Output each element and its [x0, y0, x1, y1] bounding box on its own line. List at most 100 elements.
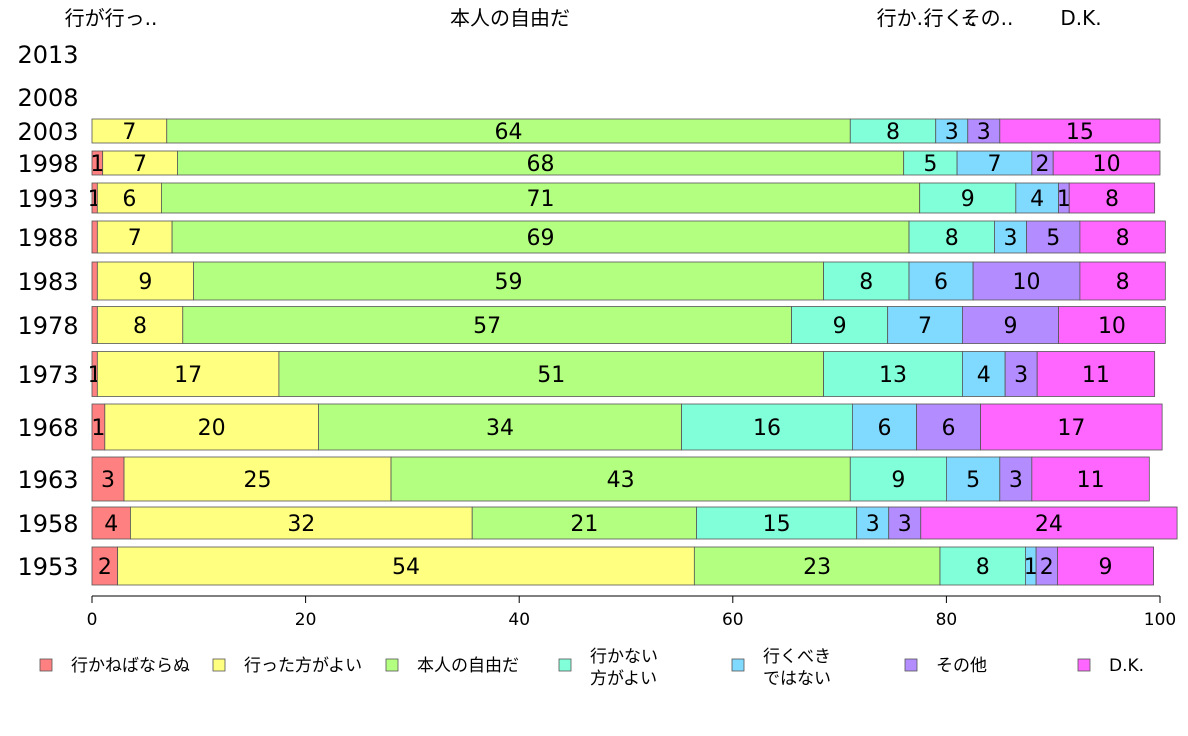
bar-segment — [823, 261, 910, 301]
legend-swatch — [1077, 658, 1091, 672]
bar-segment — [994, 220, 1027, 254]
bar-segment — [693, 546, 941, 586]
bar-segment — [696, 506, 858, 540]
bar-segment — [908, 261, 974, 301]
bar-value-label: 5 — [1046, 226, 1060, 251]
bar-value-label: 10 — [1013, 270, 1041, 295]
bar-value-label: 3 — [866, 512, 880, 537]
y-tick-label: 1958 — [17, 510, 78, 538]
bar-segment — [102, 150, 178, 176]
x-tick-label: 40 — [508, 610, 530, 630]
bar-value-label: 71 — [527, 187, 555, 212]
bar-segment — [962, 351, 1006, 397]
legend-label: ではない — [763, 669, 831, 689]
legend-label: 行かない — [590, 647, 658, 667]
bar-value-label: 57 — [473, 314, 501, 339]
bar-value-label: 8 — [1105, 187, 1119, 212]
bar-value-label: 16 — [753, 416, 781, 441]
bar-segment — [1031, 456, 1150, 502]
bar-value-label: 8 — [133, 314, 147, 339]
legend-swatch — [212, 658, 226, 672]
bar-segment — [849, 118, 937, 144]
bar-segment — [908, 220, 995, 254]
legend-label: 行った方がよい — [244, 656, 362, 676]
bar-value-label: 8 — [976, 555, 990, 580]
bar-segment — [171, 220, 910, 254]
bar-value-label: 11 — [1082, 363, 1110, 388]
bar-value-label: 2 — [1036, 152, 1050, 177]
header-label: 行が行っ.. — [65, 6, 158, 30]
bar-value-label: 9 — [961, 187, 975, 212]
bar-value-label: 6 — [122, 187, 136, 212]
bar-value-label: 7 — [128, 226, 142, 251]
legend-swatch — [904, 658, 918, 672]
bar-value-label: 3 — [1009, 468, 1023, 493]
bar-segment — [1079, 220, 1166, 254]
bar-segment — [856, 506, 890, 540]
bar-value-label: 6 — [934, 270, 948, 295]
bar-value-label: 3 — [1003, 226, 1017, 251]
x-tick-label: 80 — [936, 610, 958, 630]
y-tick-label: 1983 — [17, 268, 78, 296]
bar-value-label: 1 — [90, 152, 104, 177]
bar-segment — [278, 351, 824, 397]
bar-segment — [117, 546, 695, 586]
legend-swatch — [385, 658, 399, 672]
bar-value-label: 9 — [1099, 555, 1113, 580]
bar-segment — [920, 506, 1178, 540]
bar-value-label: 9 — [833, 314, 847, 339]
bar-value-label: 7 — [122, 120, 136, 145]
bar-segment — [1079, 261, 1166, 301]
legend-label: 本人の自由だ — [417, 656, 519, 676]
bar-value-label: 5 — [923, 152, 937, 177]
bar-value-label: 51 — [537, 363, 565, 388]
bar-segment — [123, 456, 392, 502]
bar-segment — [999, 118, 1161, 144]
bar-segment — [96, 351, 280, 397]
bar-segment — [681, 403, 853, 451]
bar-value-label: 8 — [886, 120, 900, 145]
bar-segment — [91, 220, 98, 254]
bar-segment — [390, 456, 851, 502]
bar-value-label: 43 — [607, 468, 635, 493]
bar-value-label: 4 — [1030, 187, 1044, 212]
x-tick-label: 100 — [1144, 610, 1176, 630]
bar-value-label: 11 — [1077, 468, 1105, 493]
bar-value-label: 5 — [966, 468, 980, 493]
y-tick-label: 2008 — [17, 84, 78, 112]
bar-value-label: 6 — [877, 416, 891, 441]
y-tick-label: 1993 — [17, 185, 78, 213]
bar-value-label: 3 — [898, 512, 912, 537]
bar-segment — [888, 506, 922, 540]
bar-value-label: 23 — [803, 555, 831, 580]
bar-value-label: 2 — [98, 555, 112, 580]
legend-swatch — [731, 658, 745, 672]
bar-value-label: 10 — [1098, 314, 1126, 339]
bar-segment — [972, 261, 1081, 301]
y-tick-label: 1963 — [17, 466, 78, 494]
bar-value-label: 1 — [1024, 555, 1038, 580]
bar-segment — [91, 306, 98, 344]
y-tick-label: 1953 — [17, 553, 78, 581]
bar-value-label: 4 — [104, 512, 118, 537]
bar-segment — [182, 306, 792, 344]
x-tick-label: 60 — [722, 610, 744, 630]
legend-label: 方がよい — [590, 669, 657, 689]
bar-value-label: 3 — [945, 120, 959, 145]
y-tick-label: 1998 — [17, 150, 78, 178]
bar-value-label: 2 — [1040, 555, 1054, 580]
bar-value-label: 1 — [1057, 187, 1071, 212]
y-tick-label: 1988 — [17, 224, 78, 252]
bar-value-label: 7 — [133, 152, 147, 177]
legend-label: その他 — [936, 656, 987, 676]
bar-value-label: 25 — [244, 468, 272, 493]
y-tick-label: 1978 — [17, 312, 78, 340]
bar-value-label: 7 — [918, 314, 932, 339]
bar-segment — [1015, 182, 1059, 214]
bar-value-label: 15 — [1066, 120, 1094, 145]
header-label: 行く.. — [924, 6, 977, 30]
bar-segment — [1058, 306, 1166, 344]
bar-value-label: 1 — [91, 416, 105, 441]
bar-segment — [946, 456, 1001, 502]
